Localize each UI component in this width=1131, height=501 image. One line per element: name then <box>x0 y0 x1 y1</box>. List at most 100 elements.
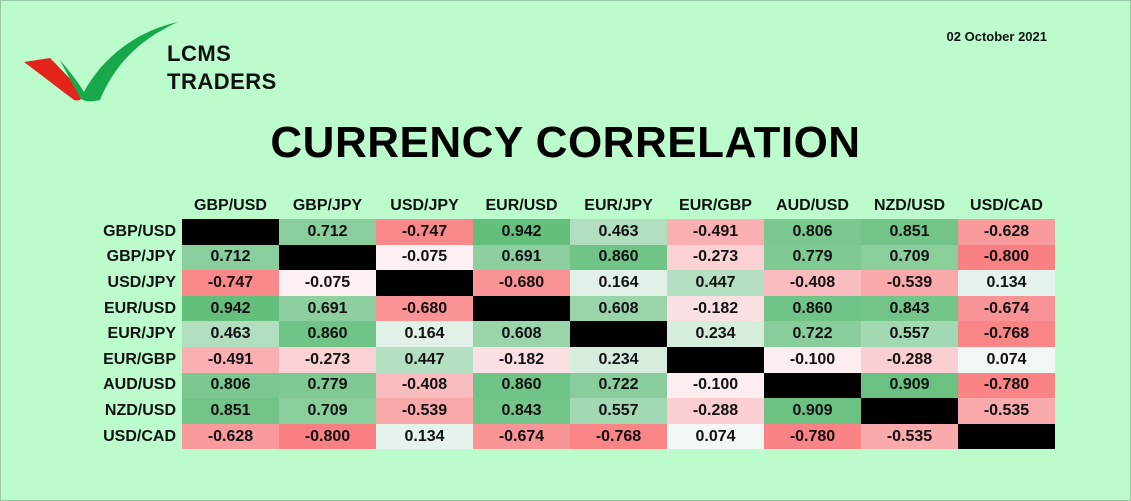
correlation-cell: 0.608 <box>570 295 667 322</box>
correlation-cell: 0.691 <box>279 295 376 322</box>
correlation-cell: -0.288 <box>861 346 958 373</box>
correlation-cell: -0.628 <box>958 219 1055 245</box>
correlation-cell: -0.182 <box>473 346 570 373</box>
row-header: AUD/USD <box>103 376 176 394</box>
correlation-cell: -0.539 <box>861 270 958 296</box>
correlation-cell: -0.800 <box>279 423 376 450</box>
correlation-cell: 0.860 <box>473 372 570 399</box>
column-header: GBP/USD <box>194 197 267 214</box>
correlation-cell: 0.806 <box>764 219 861 245</box>
correlation-cell: 0.712 <box>279 219 376 245</box>
brand-name: LCMS TRADERS <box>167 40 277 96</box>
correlation-cell: 0.722 <box>764 321 861 347</box>
correlation-cell: -0.539 <box>376 398 473 424</box>
row-header: NZD/USD <box>104 401 176 419</box>
correlation-cell: 0.074 <box>667 423 764 450</box>
table-row: EUR/JPY 0.463 0.860 0.164 0.608 0.234 0.722 0.5… <box>82 321 1055 347</box>
table-row: AUD/USD 0.806 0.779 -0.408 0.860 0.722 -0.100 0… <box>82 372 1055 399</box>
row-header: EUR/GBP <box>103 350 176 368</box>
correlation-cell: 0.234 <box>667 321 764 347</box>
correlation-cell: 0.074 <box>958 346 1055 373</box>
table-row: EUR/GBP -0.491 -0.273 0.447 -0.182 0.234 -0.10… <box>82 346 1055 373</box>
correlation-cell: 0.909 <box>861 372 958 399</box>
correlation-cell: 0.851 <box>182 398 279 424</box>
table-row: USD/CAD -0.628 -0.800 0.134 -0.674 -0.768 0.07… <box>82 423 1055 450</box>
correlation-cell: -0.408 <box>764 270 861 296</box>
correlation-cell: 0.909 <box>764 398 861 424</box>
correlation-cell: 0.860 <box>570 244 667 271</box>
correlation-cell: 0.463 <box>570 219 667 245</box>
correlation-cell: -0.800 <box>958 244 1055 271</box>
table-row: GBP/USD 0.712 -0.747 0.942 0.463 -0.491 0.806 0… <box>82 219 1055 245</box>
correlation-cell: 0.860 <box>764 295 861 322</box>
diagonal-cell <box>958 423 1055 450</box>
row-header: EUR/USD <box>103 299 176 317</box>
correlation-cell: 0.851 <box>861 219 958 245</box>
correlation-cell: -0.100 <box>764 346 861 373</box>
correlation-cell: 0.942 <box>182 295 279 322</box>
diagonal-cell <box>667 346 764 373</box>
diagonal-cell <box>570 321 667 347</box>
column-header: NZD/USD <box>873 197 946 214</box>
correlation-cell: -0.273 <box>667 244 764 271</box>
correlation-cell: -0.780 <box>958 372 1055 399</box>
correlation-cell: 0.134 <box>958 270 1055 296</box>
row-header: EUR/JPY <box>107 325 176 343</box>
correlation-cell: -0.075 <box>376 244 473 271</box>
correlation-cell: 0.608 <box>473 321 570 347</box>
correlation-cell: 0.942 <box>473 219 570 245</box>
table-row: USD/JPY -0.747 -0.075 -0.680 0.164 0.447 -0.40… <box>82 270 1055 296</box>
table-row: NZD/USD 0.851 0.709 -0.539 0.843 0.557 -0.288 0… <box>82 398 1055 424</box>
correlation-cell: -0.273 <box>279 346 376 373</box>
correlation-cell: -0.768 <box>570 423 667 450</box>
column-header: USD/CAD <box>970 197 1043 214</box>
diagonal-cell <box>764 372 861 399</box>
correlation-cell: -0.674 <box>473 423 570 450</box>
page-title: CURRENCY CORRELATION <box>270 118 861 167</box>
correlation-cell: 0.709 <box>279 398 376 424</box>
diagonal-cell <box>376 270 473 296</box>
column-header: EUR/JPY <box>584 197 653 214</box>
correlation-cell: 0.709 <box>861 244 958 271</box>
correlation-cell: 0.164 <box>376 321 473 347</box>
logo-check-icon <box>24 22 178 102</box>
correlation-cell: 0.447 <box>667 270 764 296</box>
brand-line-1: LCMS <box>167 41 232 66</box>
table-row: EUR/USD 0.942 0.691 -0.680 0.608 -0.182 0.860 0… <box>82 295 1055 322</box>
correlation-cell: 0.557 <box>570 398 667 424</box>
column-header: USD/JPY <box>390 197 459 214</box>
correlation-cell: 0.463 <box>182 321 279 347</box>
brand-line-2: TRADERS <box>167 69 277 94</box>
diagonal-cell <box>861 398 958 424</box>
correlation-cell: -0.747 <box>182 270 279 296</box>
diagonal-cell <box>182 219 279 245</box>
correlation-cell: -0.288 <box>667 398 764 424</box>
column-header: EUR/GBP <box>679 197 752 214</box>
correlation-cell: -0.680 <box>376 295 473 322</box>
correlation-cell: 0.557 <box>861 321 958 347</box>
column-header: EUR/USD <box>485 197 558 214</box>
row-header: USD/JPY <box>107 273 176 291</box>
correlation-cell: -0.780 <box>764 423 861 450</box>
diagonal-cell <box>473 295 570 322</box>
column-header-row: GBP/USD GBP/JPY USD/JPY EUR/USD EUR/JPY EUR/G… <box>82 193 1055 219</box>
correlation-cell: -0.408 <box>376 372 473 399</box>
correlation-cell: -0.075 <box>279 270 376 296</box>
correlation-cell: -0.628 <box>182 423 279 450</box>
correlation-cell: -0.747 <box>376 219 473 245</box>
correlation-cell: 0.860 <box>279 321 376 347</box>
correlation-cell: 0.722 <box>570 372 667 399</box>
column-header: GBP/JPY <box>292 197 363 214</box>
correlation-cell: 0.164 <box>570 270 667 296</box>
correlation-cell: 0.234 <box>570 346 667 373</box>
correlation-table: GBP/USD GBP/JPY USD/JPY EUR/USD EUR/JPY EUR/G… <box>82 193 1055 450</box>
correlation-cell: 0.691 <box>473 244 570 271</box>
matrix-body: GBP/USD 0.712 -0.747 0.942 0.463 -0.491 0.806 0… <box>82 219 1055 450</box>
correlation-cell: -0.768 <box>958 321 1055 347</box>
corner-cell <box>82 193 182 219</box>
diagonal-cell <box>279 244 376 271</box>
row-header: GBP/USD <box>103 222 176 240</box>
correlation-cell: 0.712 <box>182 244 279 271</box>
correlation-cell: -0.182 <box>667 295 764 322</box>
report-date: 02 October 2021 <box>946 29 1047 44</box>
